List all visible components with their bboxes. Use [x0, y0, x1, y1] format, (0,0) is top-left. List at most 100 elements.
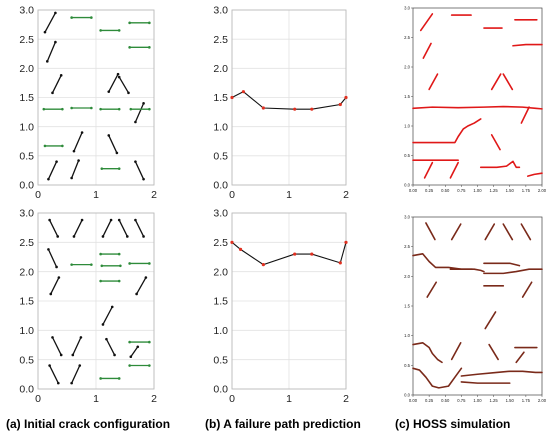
hoss-crack-path — [490, 73, 502, 91]
x-tick-label: 1 — [93, 189, 99, 201]
hoss-crack-path — [502, 73, 514, 91]
crack-tip — [117, 279, 121, 283]
crack-segment — [108, 135, 118, 154]
crack-tip — [148, 21, 151, 25]
crack-tip — [70, 106, 73, 110]
crack-tip — [57, 276, 61, 279]
panel-c-bottom: 0.0 0.5 1.0 1.5 2.0 2.5 3.0 0.00 0.25 0.50 0.75 1.0… — [404, 214, 547, 403]
panel-a-bottom: 0.0 0.5 1.0 1.5 2.0 2.5 3.0 0 1 2 — [19, 208, 157, 405]
crack-tip — [128, 262, 131, 265]
x-tick-label: 1 — [93, 393, 99, 405]
crack-tip — [126, 235, 129, 238]
failure-path-point — [310, 107, 314, 111]
y-tick-label: 3.0 — [19, 208, 34, 220]
hoss-crack-path — [412, 367, 463, 389]
crack-tip — [54, 40, 57, 44]
crack-tip — [79, 336, 83, 339]
panel-b-top: 0.0 0.5 1.0 1.5 2.0 2.5 3.0 0 1 2 — [213, 5, 349, 201]
x-tick-label: 0.75 — [457, 188, 466, 193]
crack-tip — [142, 235, 145, 238]
crack-segment — [49, 365, 59, 384]
hoss-crack-path — [484, 223, 496, 241]
hoss-crack-path — [423, 161, 434, 179]
y-tick-label: 2.5 — [404, 35, 410, 40]
hoss-crack-path — [419, 13, 434, 32]
failure-path-point — [238, 247, 243, 251]
y-tick-label: 1.5 — [404, 303, 410, 308]
crack-segment — [72, 337, 82, 356]
y-tick-label: 1.0 — [19, 325, 34, 337]
y-tick-label: 2.5 — [213, 237, 228, 249]
x-tick-label: 1.50 — [506, 188, 515, 193]
y-tick-label: 0.0 — [19, 384, 34, 396]
caption-failure-path-prediction: (b) A failure path prediction — [205, 417, 361, 431]
crack-segment — [134, 161, 145, 180]
crack-tip — [144, 276, 148, 279]
y-tick-label: 2.0 — [213, 63, 228, 75]
crack-tip — [100, 264, 104, 268]
hoss-crack-path — [460, 370, 543, 377]
crack-tip — [115, 151, 119, 155]
crack-tip — [117, 252, 121, 256]
crack-tip — [99, 29, 102, 32]
crack-tip — [59, 353, 63, 357]
crack-tip — [136, 345, 140, 349]
hoss-crack-path — [502, 223, 514, 241]
y-tick-label: 2.0 — [19, 63, 34, 75]
y-tick-label: 1.0 — [213, 325, 228, 337]
hoss-crack-path — [520, 223, 532, 241]
crack-segment — [130, 346, 139, 358]
crack-tip — [99, 252, 102, 256]
crack-tip — [43, 30, 47, 34]
crack-tip — [116, 72, 120, 76]
x-tick-label: 1 — [286, 189, 292, 201]
y-tick-label: 2.0 — [404, 64, 410, 69]
hoss-crack-path — [515, 351, 525, 364]
y-tick-label: 2.5 — [19, 34, 34, 46]
crack-tip — [117, 218, 121, 222]
x-tick-label: 0 — [229, 189, 235, 201]
crack-tip — [77, 159, 80, 162]
failure-path-point — [338, 261, 342, 265]
crack-segment — [102, 219, 112, 237]
axes-frame — [412, 216, 543, 396]
crack-tip — [109, 218, 113, 222]
hoss-crack-path — [521, 281, 533, 298]
crack-segment — [44, 12, 56, 33]
crack-tip — [101, 235, 105, 238]
y-tick-label: 1.0 — [213, 121, 228, 133]
crack-tip — [135, 292, 138, 296]
y-tick-label: 3.0 — [213, 5, 228, 17]
crack-tip — [117, 29, 121, 32]
hoss-crack-path — [483, 268, 543, 275]
y-tick-label: 0.0 — [213, 384, 228, 396]
y-tick-label: 1.0 — [404, 333, 410, 338]
crack-tip — [148, 262, 151, 265]
crack-segment — [49, 219, 59, 237]
crack-tip — [148, 46, 151, 49]
hoss-crack-path — [527, 172, 543, 177]
hoss-crack-path — [412, 341, 443, 364]
crack-segment — [71, 365, 81, 384]
hoss-crack-path — [520, 106, 530, 124]
hoss-crack-path — [512, 43, 543, 47]
crack-tip — [54, 11, 57, 15]
crack-segment — [71, 160, 80, 179]
x-tick-label: 0.25 — [425, 188, 434, 193]
y-tick-label: 2.5 — [19, 237, 34, 249]
hoss-crack-path — [449, 161, 459, 179]
x-tick-label: 2.00 — [538, 188, 547, 193]
x-tick-label: 1.50 — [506, 398, 515, 403]
crack-tip — [99, 107, 102, 111]
crack-tip — [71, 353, 75, 357]
failure-path-point — [344, 240, 348, 244]
y-tick-label: 0.0 — [404, 182, 410, 187]
y-tick-label: 1.0 — [19, 121, 34, 133]
crack-tip — [70, 263, 73, 266]
hoss-crack-path — [490, 134, 501, 151]
crack-segment — [134, 219, 145, 237]
failure-path-point — [344, 95, 348, 100]
x-tick-label: 0.00 — [409, 398, 418, 403]
crack-tip — [70, 381, 73, 385]
y-tick-label: 1.5 — [19, 296, 34, 308]
